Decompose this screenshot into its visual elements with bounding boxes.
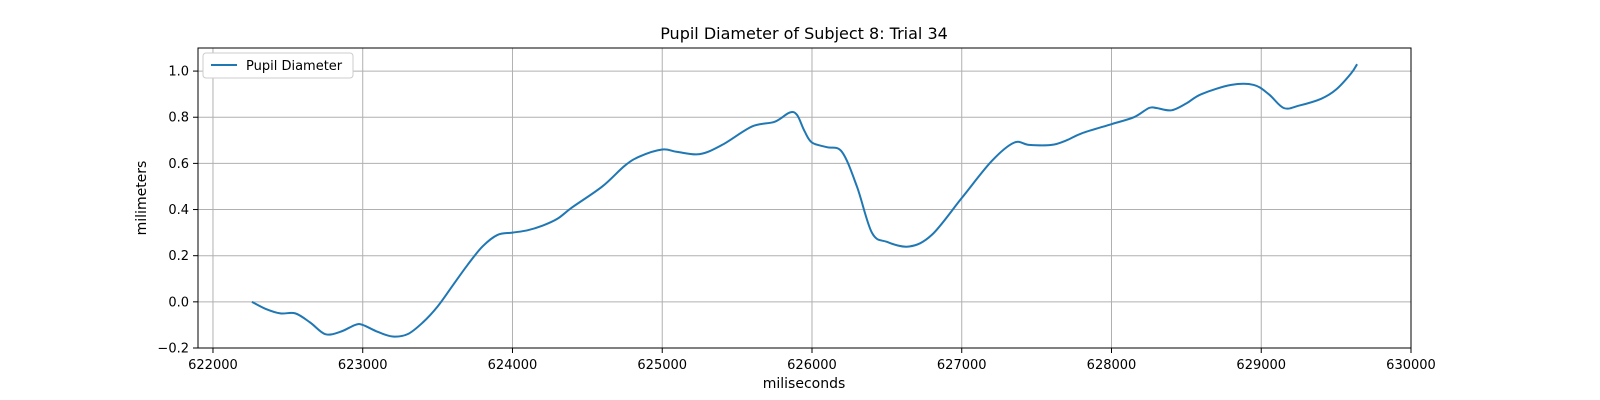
x-tick-label: 625000: [637, 358, 687, 373]
chart-title: Pupil Diameter of Subject 8: Trial 34: [660, 24, 948, 43]
y-axis-title: milimeters: [134, 161, 150, 236]
x-tick-label: 630000: [1386, 358, 1436, 373]
y-tick-label: 0.2: [168, 249, 189, 264]
y-tick-label: 0.0: [168, 295, 189, 310]
x-axis-title: miliseconds: [763, 376, 846, 392]
y-tick-label: 0.6: [168, 157, 189, 172]
y-tick-label: 1.0: [168, 65, 189, 80]
y-tick-label: 0.4: [168, 203, 189, 218]
y-tick-label: 0.8: [168, 111, 189, 126]
x-tick-label: 628000: [1087, 358, 1137, 373]
y-tick-label: −0.2: [157, 342, 189, 357]
y-axis-ticks: −0.2 0.0 0.2 0.4 0.6 0.8 1.0: [157, 65, 198, 357]
plot-area-frame: [197, 47, 1412, 349]
x-axis-ticks: 622000 623000 624000 625000 626000 627000 6280…: [188, 348, 1436, 373]
x-tick-label: 622000: [188, 358, 238, 373]
x-tick-label: 623000: [338, 358, 388, 373]
legend: Pupil Diameter: [202, 52, 354, 79]
legend-box: [202, 52, 354, 79]
series-layer: [251, 63, 1358, 338]
x-tick-label: 627000: [937, 358, 987, 373]
legend-label: Pupil Diameter: [246, 59, 343, 74]
x-tick-label: 626000: [787, 358, 837, 373]
pupil-diameter-series-line: [251, 63, 1358, 338]
x-tick-label: 629000: [1236, 358, 1286, 373]
x-tick-label: 624000: [488, 358, 538, 373]
